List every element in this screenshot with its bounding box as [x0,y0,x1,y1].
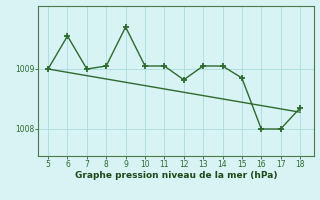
X-axis label: Graphe pression niveau de la mer (hPa): Graphe pression niveau de la mer (hPa) [75,171,277,180]
